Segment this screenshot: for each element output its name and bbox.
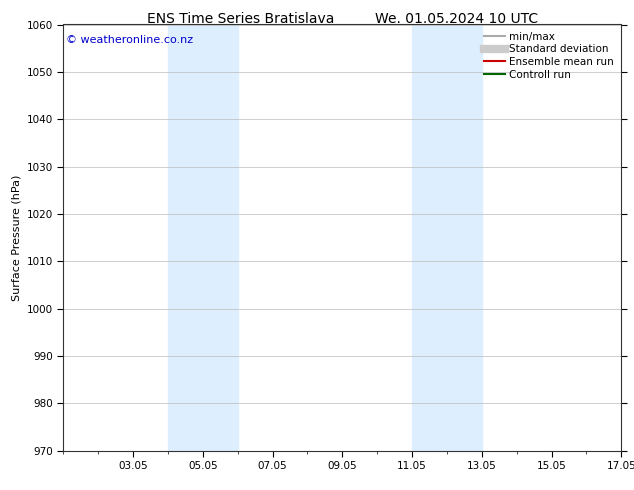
Text: We. 01.05.2024 10 UTC: We. 01.05.2024 10 UTC [375, 12, 538, 26]
Text: © weatheronline.co.nz: © weatheronline.co.nz [66, 35, 193, 45]
Bar [168, 24, 238, 451]
Legend: min/max, Standard deviation, Ensemble mean run, Controll run: min/max, Standard deviation, Ensemble me… [482, 30, 616, 82]
Text: ENS Time Series Bratislava: ENS Time Series Bratislava [147, 12, 335, 26]
Bar [412, 24, 482, 451]
Y-axis label: Surface Pressure (hPa): Surface Pressure (hPa) [11, 174, 21, 301]
